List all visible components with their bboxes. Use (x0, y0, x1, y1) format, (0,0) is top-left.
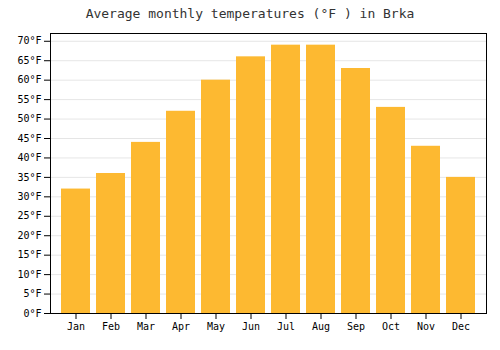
svg-text:Jan: Jan (67, 321, 85, 332)
svg-text:Mar: Mar (137, 321, 155, 332)
svg-text:60°F: 60°F (17, 74, 41, 85)
svg-text:Jul: Jul (277, 321, 295, 332)
svg-text:Oct: Oct (382, 321, 400, 332)
svg-text:5°F: 5°F (23, 288, 41, 299)
svg-text:20°F: 20°F (17, 230, 41, 241)
svg-text:May: May (207, 321, 225, 332)
svg-text:55°F: 55°F (17, 94, 41, 105)
svg-text:50°F: 50°F (17, 113, 41, 124)
svg-text:65°F: 65°F (17, 55, 41, 66)
svg-text:30°F: 30°F (17, 191, 41, 202)
svg-text:70°F: 70°F (17, 35, 41, 46)
svg-text:Sep: Sep (347, 321, 365, 332)
svg-text:0°F: 0°F (23, 308, 41, 319)
svg-text:25°F: 25°F (17, 210, 41, 221)
svg-text:35°F: 35°F (17, 172, 41, 183)
svg-text:Nov: Nov (417, 321, 435, 332)
svg-text:Apr: Apr (172, 321, 190, 332)
svg-text:Dec: Dec (452, 321, 470, 332)
svg-text:40°F: 40°F (17, 152, 41, 163)
svg-text:10°F: 10°F (17, 269, 41, 280)
svg-text:Aug: Aug (312, 321, 330, 332)
svg-text:45°F: 45°F (17, 133, 41, 144)
html-text:Average monthly temperatures (: Average monthly temperatures (°F ) in Br… (85, 6, 415, 21)
svg-text:Feb: Feb (102, 321, 120, 332)
svg-text:Jun: Jun (242, 321, 260, 332)
svg-text:15°F: 15°F (17, 249, 41, 260)
